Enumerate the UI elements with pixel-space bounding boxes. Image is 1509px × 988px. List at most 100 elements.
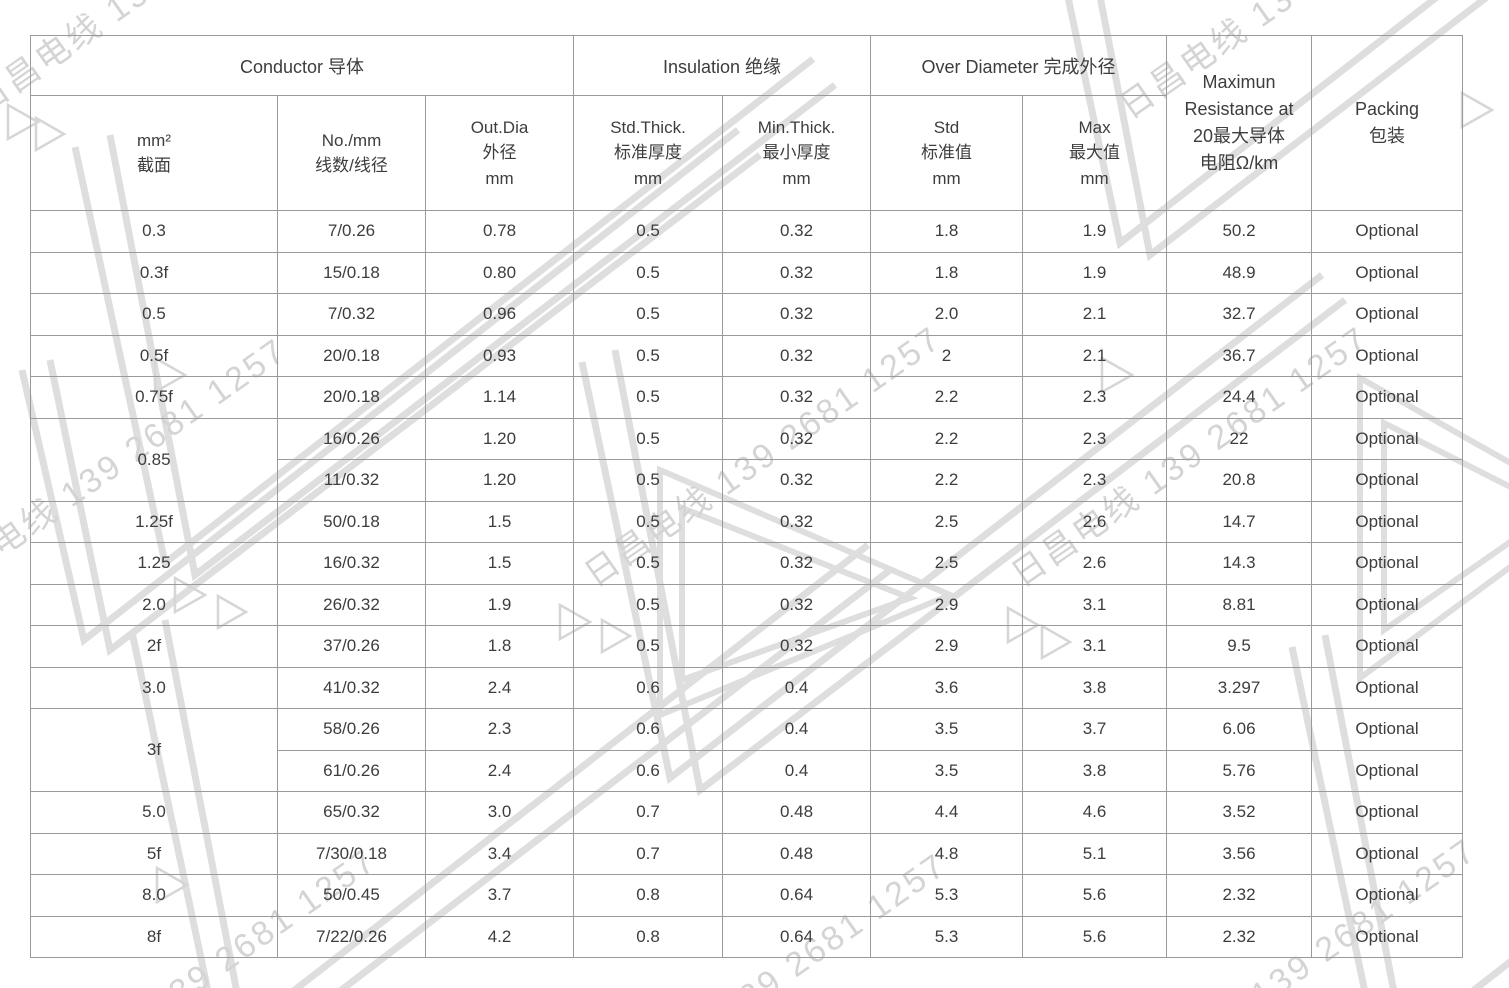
cell-std-thick: 0.5 [573,583,724,626]
table-row: 0.3 7/0.26 0.78 0.5 0.32 1.8 1.9 50.2 Optional [30,210,1464,253]
cell-size: 3.0 [30,666,278,709]
header-max: Max 最大值 mm [1022,95,1168,211]
cell-std: 2 [870,334,1024,377]
cell-min-thick: 0.48 [722,832,872,875]
header-line: Max [1078,117,1111,137]
header-line: 最大值 [1069,143,1121,163]
header-line: 20最大导体 [1193,126,1286,146]
cell-min-thick: 0.4 [722,749,872,792]
cell-std-thick: 0.5 [573,417,724,460]
cell-max: 3.1 [1022,625,1168,668]
table-row: 0.5f 20/0.18 0.93 0.5 0.32 2 2.1 36.7 Optional [30,334,1464,377]
cell-no-per-mm: 41/0.32 [277,666,426,709]
cell-min-thick: 0.48 [722,791,872,834]
header-out-dia: Out.Dia 外径 mm [424,95,575,211]
cell-size: 8f [30,915,278,958]
cell-no-per-mm: 61/0.26 [277,749,426,792]
cell-std-thick: 0.5 [573,459,724,502]
cell-out-dia: 2.4 [424,749,575,792]
cell-min-thick: 0.32 [722,542,872,585]
cell-packing: Optional [1311,334,1464,377]
cell-std: 2.9 [870,583,1024,626]
cell-no-per-mm: 15/0.18 [277,251,426,294]
cell-max: 3.8 [1022,666,1168,709]
cell-std: 3.5 [870,708,1024,751]
cell-size: 2.0 [30,583,278,626]
cell-std: 2.2 [870,459,1024,502]
cell-no-per-mm: 65/0.32 [277,791,426,834]
cell-std-thick: 0.5 [573,210,724,253]
table-row: 0.85 16/0.26 1.20 0.5 0.32 2.2 2.3 22 Optional [30,417,1464,502]
header-line: Out.Dia [470,117,529,137]
cell-size: 1.25f [30,500,278,543]
cell-max: 3.8 [1022,749,1168,792]
table-row: 8.0 50/0.45 3.7 0.8 0.64 5.3 5.6 2.32 Optional [30,874,1464,917]
cell-std-thick: 0.8 [573,915,724,958]
cell-std: 5.3 [870,874,1024,917]
header-line: mm² [137,130,171,150]
cell-std-thick: 0.6 [573,666,724,709]
cell-size: 2f [30,625,278,668]
cell-size: 0.75f [30,376,278,419]
cell-std-thick: 0.6 [573,708,724,751]
cell-std: 1.8 [870,210,1024,253]
cell-packing: Optional [1311,376,1464,419]
header-max-resistance: Maximun Resistance at 20最大导体 电阻Ω/km [1166,35,1313,211]
cell-min-thick: 0.32 [722,334,872,377]
cell-max: 4.6 [1022,791,1168,834]
header-size: mm² 截面 [30,95,278,211]
header-line: Std.Thick. [610,117,686,137]
table-row: 3.0 41/0.32 2.4 0.6 0.4 3.6 3.8 3.297 Optional [30,666,1464,709]
cell-std: 4.8 [870,832,1024,875]
table-row: 3f 58/0.26 2.3 0.6 0.4 3.5 3.7 6.06 Optional [30,708,1464,792]
cell-size: 5f [30,832,278,875]
table-row: 5f 7/30/0.18 3.4 0.7 0.48 4.8 5.1 3.56 Optional [30,832,1464,875]
cell-packing: Optional [1311,915,1464,958]
cell-max: 5.6 [1022,874,1168,917]
table-row: 5.0 65/0.32 3.0 0.7 0.48 4.4 4.6 3.52 Optional [30,791,1464,834]
cell-max: 2.3 [1022,417,1168,460]
cell-std-thick: 0.6 [573,749,724,792]
cell-min-thick: 0.32 [722,293,872,336]
cell-out-dia: 1.5 [424,542,575,585]
cell-max: 2.1 [1022,293,1168,336]
cell-out-dia: 0.80 [424,251,575,294]
cell-no-per-mm: 50/0.45 [277,874,426,917]
cell-packing: Optional [1311,625,1464,668]
header-group-row: Conductor 导体 Insulation 绝缘 Over Diameter… [29,35,1464,211]
cell-std-thick: 0.5 [573,542,724,585]
cell-resistance: 2.32 [1166,874,1313,917]
header-line: mm [782,168,811,188]
cell-no-per-mm: 16/0.32 [277,542,426,585]
cell-min-thick: 0.32 [722,625,872,668]
cell-min-thick: 0.32 [722,376,872,419]
cell-out-dia: 1.9 [424,583,575,626]
cell-out-dia: 0.96 [424,293,575,336]
cell-max: 5.6 [1022,915,1168,958]
cell-packing: Optional [1311,210,1464,253]
group-header-insulation: Insulation 绝缘 [573,35,872,96]
header-line: Packing [1354,99,1420,119]
cell-min-thick: 0.32 [722,459,872,502]
cell-size: 0.3f [30,251,278,294]
cell-out-dia: 3.0 [424,791,575,834]
cell-resistance: 6.06 [1166,708,1313,751]
header-std-thick: Std.Thick. 标准厚度 mm [573,95,724,211]
cell-packing: Optional [1311,542,1464,585]
cell-max: 2.6 [1022,542,1168,585]
cell-max: 1.9 [1022,210,1168,253]
cell-std-thick: 0.5 [573,625,724,668]
cell-std-thick: 0.5 [573,334,724,377]
header-packing: Packing 包装 [1311,35,1464,211]
cell-std: 3.5 [870,749,1024,792]
cell-min-thick: 0.32 [722,251,872,294]
cell-no-per-mm: 37/0.26 [277,625,426,668]
cell-packing: Optional [1311,251,1464,294]
cell-max: 3.7 [1022,708,1168,751]
cell-resistance: 22 [1166,417,1313,460]
header-line: No./mm [321,130,382,150]
cell-std: 2.2 [870,417,1024,460]
cell-out-dia: 3.7 [424,874,575,917]
cell-no-per-mm: 20/0.18 [277,334,426,377]
cell-min-thick: 0.32 [722,210,872,253]
